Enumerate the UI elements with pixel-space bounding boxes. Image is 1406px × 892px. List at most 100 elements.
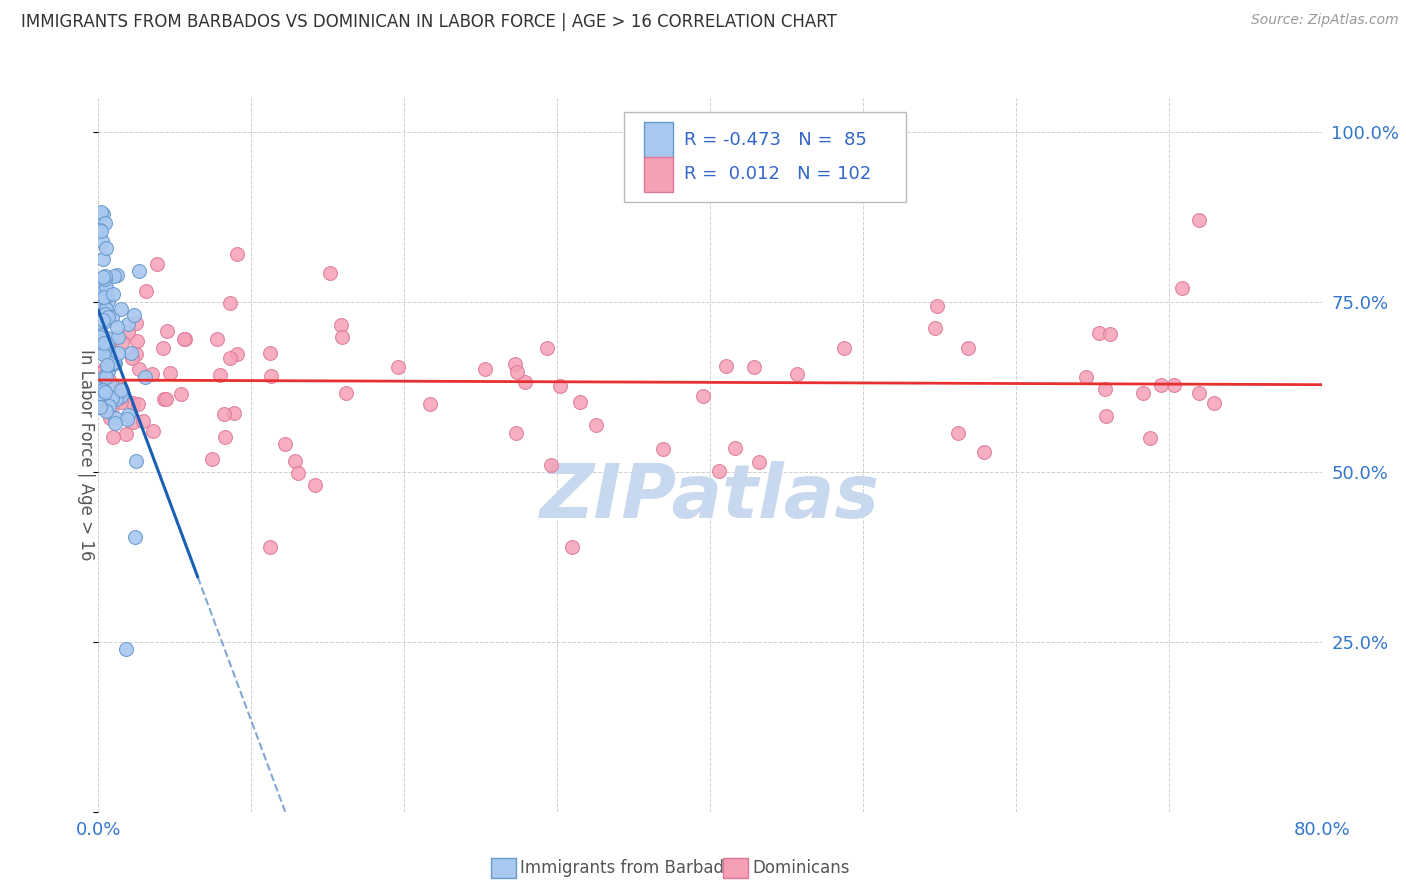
Point <box>330 318 353 332</box>
Point <box>108 381 131 395</box>
Text: Source: ZipAtlas.com: Source: ZipAtlas.com <box>1251 13 1399 28</box>
Point <box>93 370 115 384</box>
Point <box>319 266 342 280</box>
Point <box>110 389 132 403</box>
Point <box>125 346 148 360</box>
Point <box>1088 326 1111 340</box>
Point <box>226 346 249 360</box>
Point <box>124 530 146 544</box>
Point <box>107 346 129 360</box>
Point <box>91 301 114 316</box>
Point <box>89 285 111 300</box>
Point <box>96 288 118 302</box>
Point <box>94 272 117 286</box>
Point <box>287 466 309 480</box>
Point <box>90 205 112 219</box>
Point <box>89 400 111 414</box>
Point <box>90 224 112 238</box>
Text: R = -0.473   N =  85: R = -0.473 N = 85 <box>685 131 868 149</box>
Point <box>90 376 112 390</box>
Point <box>107 330 129 344</box>
Point <box>93 347 115 361</box>
Point <box>127 334 149 348</box>
Point <box>97 364 120 378</box>
Point <box>924 321 946 335</box>
Point <box>128 263 150 277</box>
Point <box>91 234 114 248</box>
Point <box>89 222 111 236</box>
Point <box>225 246 247 260</box>
Point <box>91 270 114 285</box>
Point <box>117 325 139 339</box>
Point <box>748 455 770 469</box>
Point <box>91 347 114 361</box>
Point <box>96 337 118 351</box>
Point <box>128 361 150 376</box>
Point <box>141 367 163 381</box>
Point <box>170 387 193 401</box>
Point <box>97 343 120 358</box>
Point <box>96 302 118 317</box>
Point <box>120 346 142 360</box>
Point <box>1202 396 1225 410</box>
Point <box>200 451 222 466</box>
Point <box>91 207 114 221</box>
Point <box>101 286 124 301</box>
Point <box>786 367 808 381</box>
Text: Dominicans: Dominicans <box>752 859 849 877</box>
Point <box>91 365 114 379</box>
Point <box>93 362 115 376</box>
Point <box>94 307 117 321</box>
Point <box>1163 378 1185 392</box>
Point <box>260 369 283 384</box>
Point <box>146 257 169 271</box>
Point <box>540 458 562 472</box>
Point <box>96 290 118 304</box>
Point <box>121 351 143 365</box>
Point <box>90 339 112 353</box>
Point <box>117 318 139 332</box>
Point <box>212 407 235 421</box>
Point <box>207 333 229 347</box>
Point <box>93 376 115 390</box>
Point <box>100 392 122 407</box>
Point <box>284 454 307 468</box>
Point <box>104 411 127 425</box>
Point <box>93 291 115 305</box>
Point <box>115 641 138 656</box>
Point <box>111 383 134 397</box>
Point <box>134 369 156 384</box>
Point <box>122 308 145 322</box>
Point <box>98 399 121 413</box>
Point <box>503 357 526 371</box>
Point <box>98 411 121 425</box>
Point <box>474 362 496 376</box>
Text: Immigrants from Barbados: Immigrants from Barbados <box>520 859 744 877</box>
Point <box>1094 409 1116 424</box>
Point <box>155 392 177 406</box>
Point <box>505 425 527 440</box>
FancyBboxPatch shape <box>644 122 673 158</box>
Point <box>100 358 122 372</box>
Point <box>103 355 125 369</box>
Point <box>1094 382 1116 396</box>
Point <box>94 241 117 255</box>
Point <box>152 342 174 356</box>
Point <box>96 358 118 372</box>
Point <box>89 271 111 285</box>
Point <box>97 294 120 309</box>
Point <box>274 437 297 451</box>
Point <box>652 442 675 456</box>
Point <box>93 336 115 351</box>
Text: R =  0.012   N = 102: R = 0.012 N = 102 <box>685 166 872 184</box>
Point <box>96 370 118 384</box>
Point <box>94 216 117 230</box>
Point <box>94 385 117 400</box>
Point <box>91 343 114 357</box>
Point <box>91 369 114 384</box>
Point <box>89 317 111 331</box>
Point <box>89 275 111 289</box>
Point <box>105 392 128 406</box>
Point <box>96 331 118 345</box>
Point <box>105 320 128 334</box>
